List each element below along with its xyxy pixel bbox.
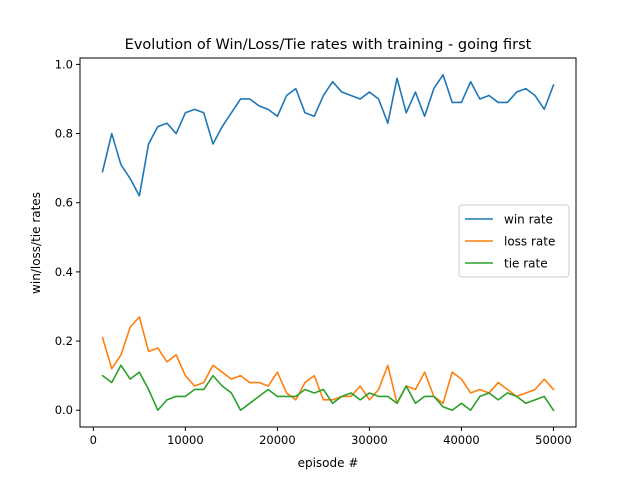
x-tick-label: 10000 [167, 433, 204, 447]
y-axis-label: win/loss/tie rates [29, 192, 43, 294]
x-tick-label: 20000 [259, 433, 296, 447]
legend-label-loss-rate: loss rate [504, 235, 555, 249]
y-tick-label: 0.4 [55, 265, 73, 279]
series-layer [101, 73, 555, 412]
chart-title: Evolution of Win/Loss/Tie rates with tra… [125, 37, 532, 53]
y-tick-label: 0.0 [55, 403, 73, 417]
series-line-win-rate [101, 73, 555, 197]
y-tick-label: 0.6 [55, 196, 73, 210]
legend-label-tie-rate: tie rate [504, 257, 548, 271]
legend-label-win-rate: win rate [504, 213, 553, 227]
x-tick-label: 50000 [535, 433, 572, 447]
plot-area: 0 10000 20000 30000 40000 50000 0.00.20.40.60… [55, 57, 577, 447]
series-line-tie-rate [101, 364, 555, 412]
y-tick-label: 0.8 [55, 127, 73, 141]
plot-frame [79, 57, 577, 428]
legend-items: win rate loss rate tie rate [465, 213, 555, 271]
series-line-loss-rate [101, 316, 555, 405]
x-tick-label: 30000 [351, 433, 388, 447]
y-tick-label: 0.2 [55, 334, 73, 348]
x-tick-label: 40000 [443, 433, 480, 447]
x-axis-label: episode # [298, 456, 359, 470]
y-tick-label: 1.0 [55, 57, 73, 71]
x-tick-label: 0 [90, 433, 97, 447]
x-axis-ticks: 0 10000 20000 30000 40000 50000 [90, 427, 572, 447]
legend-box [458, 204, 570, 278]
y-axis-ticks: 0.0 0.2 0.4 0.6 0.8 1.0 [55, 57, 80, 417]
legend: win rate loss rate tie rate [458, 204, 570, 278]
